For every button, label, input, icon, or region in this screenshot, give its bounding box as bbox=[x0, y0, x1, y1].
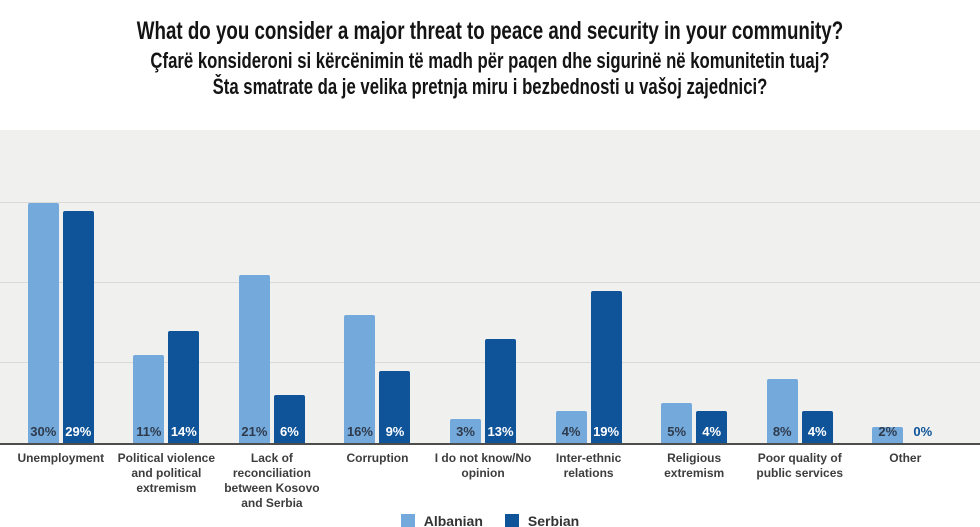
legend: Albanian Serbian bbox=[0, 512, 980, 527]
bar-value-label: 9% bbox=[385, 424, 405, 439]
bar-group: 8% 4% bbox=[747, 130, 853, 443]
bar-serbian[interactable]: 9% bbox=[379, 371, 411, 443]
bar-group: 11% 14% bbox=[114, 130, 220, 443]
chart-title-serbian: Šta smatrate da je velika pretnja miru i… bbox=[212, 74, 768, 99]
legend-item-serbian[interactable]: Serbian bbox=[504, 512, 580, 527]
category-label: Religious extremism bbox=[664, 451, 725, 480]
bar-value-label: 8% bbox=[772, 424, 792, 439]
bar-serbian[interactable]: 29% bbox=[62, 211, 94, 443]
bar-value-label: 14% bbox=[170, 424, 197, 439]
gridline-20 bbox=[0, 282, 980, 283]
legend-item-albanian[interactable]: Albanian bbox=[400, 512, 483, 527]
bar-albanian[interactable]: 2% bbox=[872, 424, 904, 443]
bar-serbian[interactable]: 4% bbox=[696, 411, 728, 443]
bar-albanian[interactable]: 3% bbox=[450, 419, 482, 443]
bar-group: 3% 13% bbox=[430, 130, 536, 443]
chart-title: What do you consider a major threat to p… bbox=[0, 14, 980, 100]
legend-swatch-albanian bbox=[400, 514, 415, 527]
bar-albanian[interactable]: 5% bbox=[661, 403, 693, 443]
category-label: Poor quality of public services bbox=[756, 451, 844, 480]
bar-value-label: 11% bbox=[136, 424, 162, 439]
plot-area: 30% 29% 11% 14% 21% 6% 16% 9% 3% 13% 4% 19% 5% 4% 8% 4%… bbox=[0, 130, 980, 443]
bar-group: 21% 6% bbox=[219, 130, 325, 443]
bar-value-label: 30% bbox=[30, 424, 57, 439]
legend-label-albanian: Albanian bbox=[423, 513, 483, 527]
bar-group: 2% 0% bbox=[853, 130, 959, 443]
bar-value-label: 4% bbox=[561, 424, 581, 439]
bar-value-label: 6% bbox=[280, 424, 299, 439]
bar-value-label: 13% bbox=[487, 424, 514, 439]
bar-group: 16% 9% bbox=[325, 130, 431, 443]
bar-serbian[interactable]: 14% bbox=[168, 331, 200, 443]
chart-title-english: What do you consider a major threat to p… bbox=[136, 17, 844, 45]
bar-value-label: 29% bbox=[65, 424, 92, 439]
bar-value-label: 4% bbox=[807, 424, 827, 439]
bar-value-label: 19% bbox=[593, 424, 620, 439]
bar-value-label: 5% bbox=[667, 424, 687, 439]
bar-value-label: 2% bbox=[878, 424, 898, 439]
category-label: Inter-ethnic relations bbox=[555, 451, 622, 480]
category-label: Lack of reconciliation between Kosovo an… bbox=[224, 451, 320, 510]
chart-title-albanian: Çfarë konsideroni si kërcënimin të madh … bbox=[150, 48, 830, 73]
bar-albanian[interactable]: 8% bbox=[766, 379, 798, 443]
category-label: Unemployment bbox=[17, 451, 105, 465]
bar-value-label: 3% bbox=[456, 424, 475, 439]
bar-value-label: 21% bbox=[241, 424, 268, 439]
category-label: I do not know/No opinion bbox=[434, 451, 532, 480]
bar-albanian[interactable]: 11% bbox=[133, 355, 165, 443]
bar-serbian[interactable]: 6% bbox=[273, 395, 305, 443]
bar-group: 5% 4% bbox=[641, 130, 747, 443]
bar-serbian[interactable]: 19% bbox=[590, 291, 622, 443]
bar-value-label: 16% bbox=[346, 424, 373, 439]
bar-group: 30% 29% bbox=[8, 130, 114, 443]
bar-groups: 30% 29% 11% 14% 21% 6% 16% 9% 3% 13% 4% 19% 5% 4% 8% 4%… bbox=[0, 130, 980, 443]
bar-value-label: 4% bbox=[702, 424, 722, 439]
legend-swatch-serbian bbox=[504, 514, 519, 527]
bar-serbian[interactable]: 4% bbox=[801, 411, 833, 443]
bar-albanian[interactable]: 16% bbox=[344, 315, 376, 443]
bar-albanian[interactable]: 21% bbox=[238, 275, 270, 443]
category-label: Corruption bbox=[346, 451, 409, 465]
category-label: Other bbox=[889, 451, 922, 465]
bar-serbian[interactable]: 13% bbox=[485, 339, 517, 443]
gridline-30 bbox=[0, 202, 980, 203]
bar-albanian[interactable]: 30% bbox=[27, 203, 59, 443]
x-axis bbox=[0, 443, 980, 445]
category-label: Political violence and political extremi… bbox=[117, 451, 216, 495]
bar-albanian[interactable]: 4% bbox=[555, 411, 587, 443]
legend-label-serbian: Serbian bbox=[527, 513, 580, 527]
x-axis-labels: Unemployment Political violence and polit… bbox=[0, 451, 980, 511]
bar-value-label: 0% bbox=[913, 424, 933, 439]
bar-group: 4% 19% bbox=[536, 130, 642, 443]
